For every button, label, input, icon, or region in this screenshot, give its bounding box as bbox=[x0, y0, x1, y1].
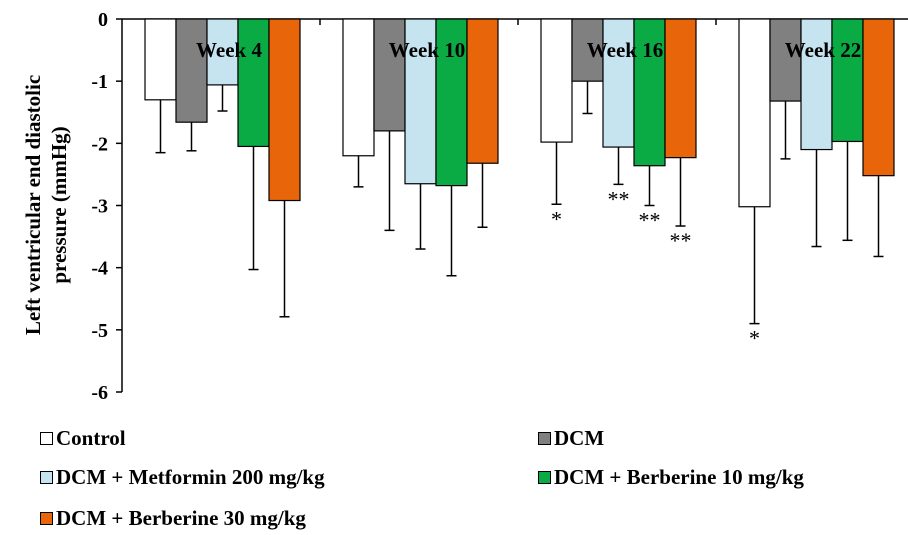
legend-swatch bbox=[40, 471, 53, 484]
bar bbox=[602, 18, 635, 148]
y-axis-title: Left ventricular end diastolicpressure (… bbox=[21, 75, 71, 335]
significance-mark: * bbox=[551, 206, 562, 231]
legend-swatch bbox=[40, 432, 53, 445]
bar bbox=[571, 18, 604, 82]
legend-label: DCM + Metformin 200 mg/kg bbox=[56, 465, 325, 489]
bar bbox=[373, 18, 406, 132]
bar bbox=[237, 18, 270, 148]
y-tick-label: -4 bbox=[91, 258, 108, 280]
bar bbox=[831, 18, 864, 143]
significance-mark: ** bbox=[670, 228, 692, 253]
legend-item: DCM + Metformin 200 mg/kg bbox=[40, 465, 325, 490]
legend-item: Control bbox=[40, 426, 126, 451]
category-label: Week 4 bbox=[196, 38, 262, 62]
legend-item: DCM bbox=[538, 426, 604, 451]
bar bbox=[342, 18, 375, 157]
significance-mark: ** bbox=[639, 208, 661, 233]
legend-label: DCM + Berberine 10 mg/kg bbox=[554, 465, 804, 489]
legend-label: DCM bbox=[554, 426, 605, 450]
y-axis-title-line-1: Left ventricular end diastolic bbox=[21, 75, 45, 335]
bar bbox=[664, 18, 697, 159]
bar bbox=[540, 18, 573, 143]
legend-label: Control bbox=[56, 426, 126, 450]
category-label: Week 10 bbox=[389, 38, 465, 62]
legend-swatch bbox=[538, 471, 551, 484]
y-tick-label: -1 bbox=[91, 71, 108, 93]
category-label: Week 16 bbox=[587, 38, 663, 62]
y-tick-label: -6 bbox=[91, 382, 108, 404]
bar bbox=[268, 18, 301, 202]
y-axis-title-line-2: pressure (mmHg) bbox=[47, 126, 71, 283]
category-label: Week 22 bbox=[785, 38, 861, 62]
y-tick-label: 0 bbox=[98, 9, 108, 31]
legend-item: DCM + Berberine 30 mg/kg bbox=[40, 506, 306, 531]
chart-svg: 0 -1 -2 -3 -4 -5 -6 Left ventricular end diasto… bbox=[21, 9, 908, 404]
bar bbox=[738, 18, 771, 208]
legend-swatch bbox=[538, 432, 551, 445]
y-tick-label: -2 bbox=[91, 133, 108, 155]
y-tick-label: -3 bbox=[91, 196, 108, 218]
bar bbox=[144, 18, 177, 101]
bar bbox=[175, 18, 208, 123]
significance-mark: ** bbox=[608, 186, 630, 211]
significance-mark: * bbox=[749, 326, 760, 351]
legend-swatch bbox=[40, 512, 53, 525]
legend-item: DCM + Berberine 10 mg/kg bbox=[538, 465, 804, 490]
bar bbox=[466, 18, 499, 164]
bar bbox=[862, 18, 895, 177]
bar-chart: 0 -1 -2 -3 -4 -5 -6 Left ventricular end diasto… bbox=[21, 9, 908, 404]
legend: Control DCM DCM + Metformin 200 mg/kg DCM +… bbox=[0, 420, 908, 535]
y-tick-label: -5 bbox=[91, 320, 108, 342]
legend-label: DCM + Berberine 30 mg/kg bbox=[56, 506, 306, 530]
